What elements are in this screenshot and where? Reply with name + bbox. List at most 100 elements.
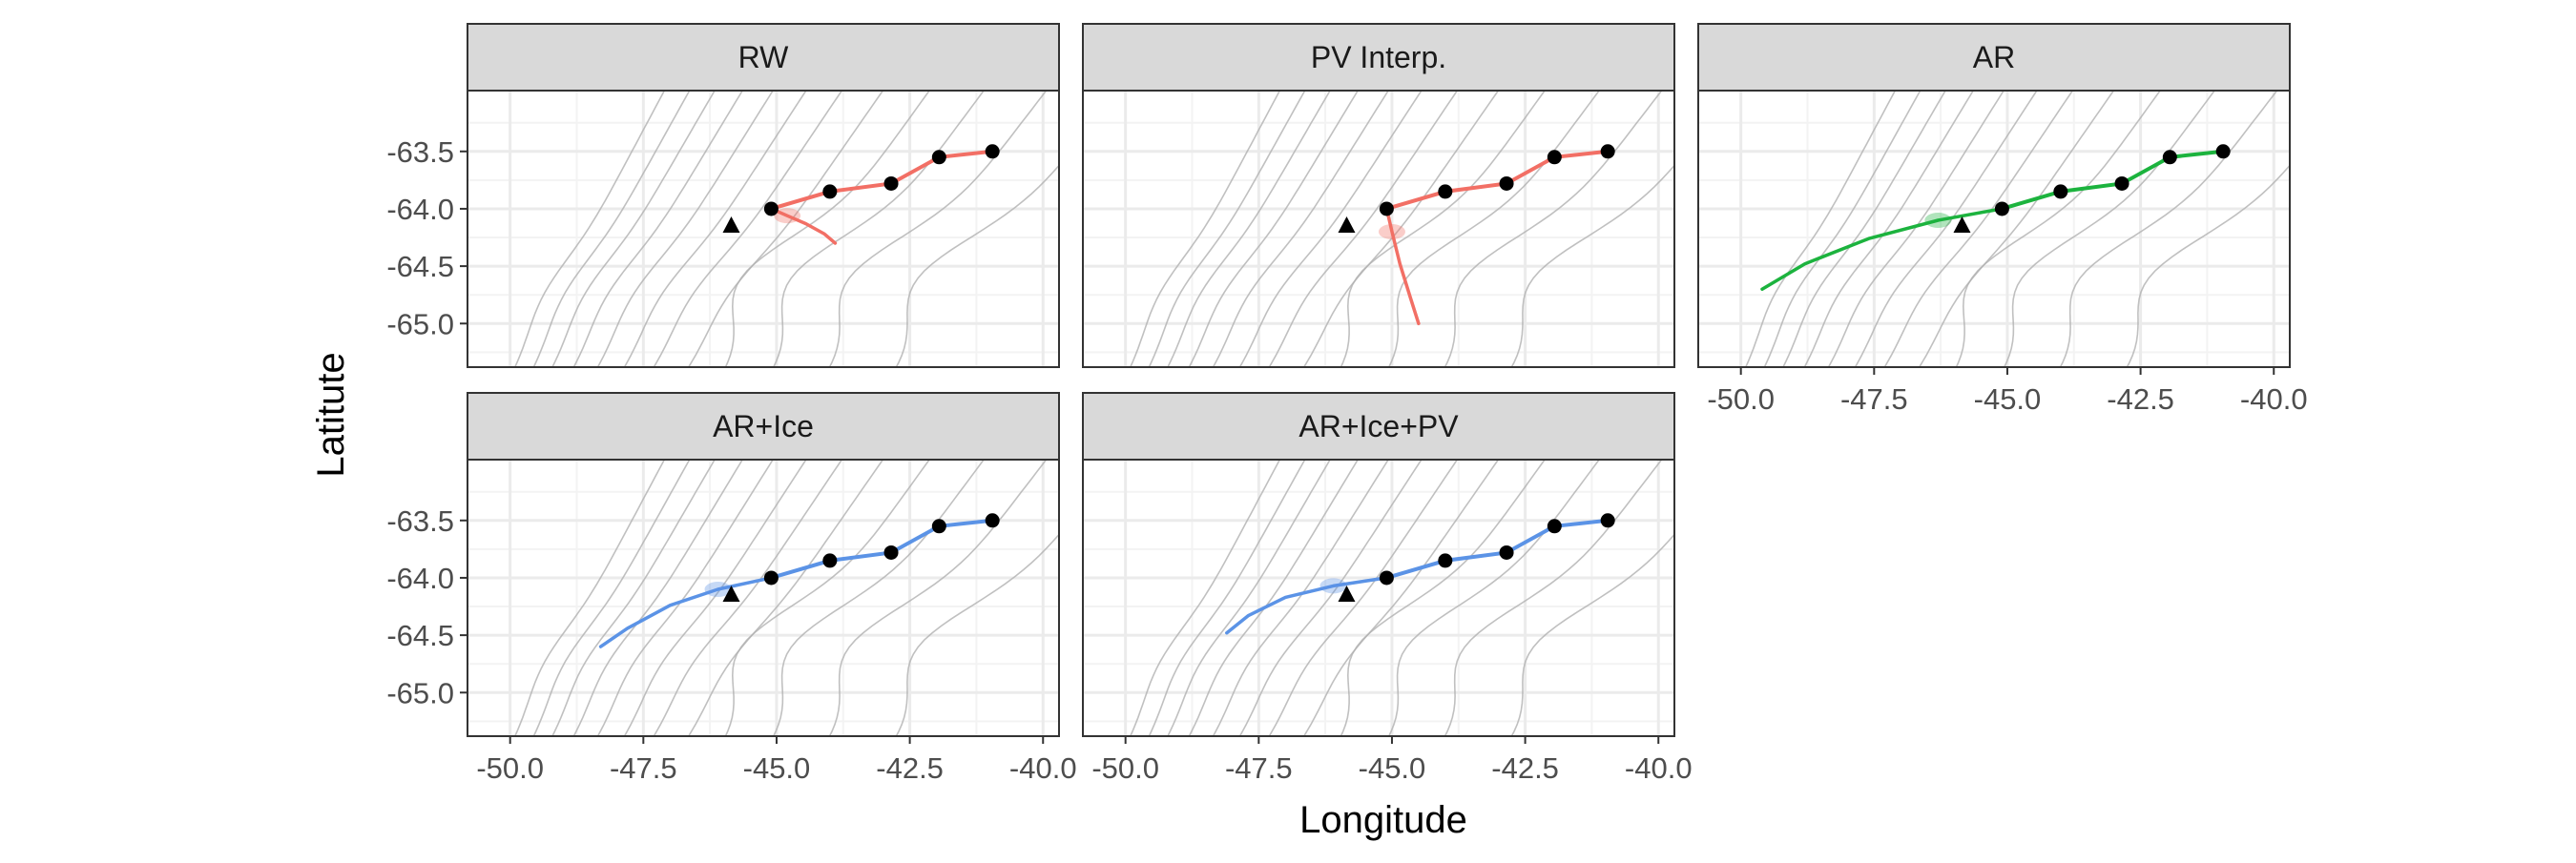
y-tick-label: -64.0 — [386, 193, 454, 226]
x-tick-label: -50.0 — [1707, 382, 1775, 416]
contour-line — [1129, 91, 1281, 367]
contour-line — [1302, 460, 1500, 736]
observed-point — [1438, 553, 1453, 568]
x-tick-label: -50.0 — [476, 751, 544, 785]
x-tick-label: -47.5 — [1225, 751, 1293, 785]
x-tick-label: -45.0 — [1974, 382, 2042, 416]
y-tick-label: -65.0 — [386, 307, 454, 340]
observed-point — [1379, 570, 1394, 586]
observed-point — [931, 150, 946, 165]
x-tick-label: -47.5 — [610, 751, 677, 785]
observed-point — [985, 513, 1000, 528]
contour-line — [1167, 91, 1331, 367]
contour-line — [687, 460, 884, 736]
target-point-triangle — [1953, 216, 1971, 233]
contour-line — [572, 460, 744, 736]
contour-line — [1918, 91, 2115, 367]
panel-background — [467, 91, 1059, 367]
contour-line — [1782, 91, 1946, 367]
contour-line — [687, 91, 884, 367]
observed-point — [1547, 150, 1562, 165]
contour-line — [1744, 91, 1897, 367]
target-point-triangle — [1338, 585, 1356, 602]
contour-line — [1148, 91, 1306, 367]
contour-line — [1302, 91, 1500, 367]
panel-pv-interp: PV Interp. — [1082, 23, 1675, 368]
target-point-triangle — [722, 216, 740, 233]
observed-point — [822, 184, 838, 199]
contour-line — [532, 91, 691, 367]
contour-line — [1188, 91, 1360, 367]
contour-line — [1444, 460, 1663, 736]
panel-border — [1082, 459, 1675, 737]
facet-strip-rw — [467, 23, 1060, 92]
prediction-line-ar-ice — [598, 576, 774, 648]
contour-line — [596, 460, 775, 736]
y-tick-label: -64.5 — [386, 619, 454, 652]
panel-ar-ice: AR+Ice -63.5 -64.0 -64.5 -65.0 -50.0 -47.5 -45.… — [386, 392, 1077, 785]
panel-plot-area — [467, 460, 1059, 736]
panel-plot-area — [1698, 91, 2290, 367]
observed-point — [931, 519, 946, 534]
y-tick-label: -65.0 — [386, 676, 454, 709]
x-tick-label: -45.0 — [1359, 751, 1426, 785]
contour-line — [1883, 91, 2074, 367]
prediction-uncertainty-rw — [774, 208, 801, 224]
target-point-triangle — [1338, 216, 1356, 233]
contour-line — [2059, 91, 2278, 367]
contour-line — [1268, 460, 1459, 736]
x-tick-label: -40.0 — [1625, 751, 1693, 785]
prediction-uncertainty-ar-ice — [704, 581, 732, 597]
contour-line — [1387, 91, 1601, 367]
contour-line — [895, 164, 1059, 367]
x-tick-label: -40.0 — [1009, 751, 1077, 785]
facet-strip-ar — [1697, 23, 2291, 92]
contour-line — [1268, 91, 1459, 367]
facet-strip-label-ar-ice: AR+Ice — [713, 409, 814, 443]
observed-point — [1438, 184, 1453, 199]
x-tick-label: -47.5 — [1840, 382, 1908, 416]
observed-point — [2114, 175, 2129, 191]
x-tick-label: -45.0 — [743, 751, 811, 785]
contour-line — [1510, 533, 1674, 736]
contour-line — [623, 460, 807, 736]
panel-ar-ice-pv: AR+Ice+PV -50.0 -47.5 -45.0 -42.5 -40.0 — [1082, 392, 1693, 785]
panel-plot-area — [1083, 460, 1674, 736]
contour-line — [513, 91, 666, 367]
contour-line — [1763, 91, 1922, 367]
panel-plot-area — [467, 91, 1059, 367]
contour-line — [724, 460, 931, 736]
contour-line — [772, 91, 986, 367]
observed-point — [1600, 513, 1615, 528]
facet-strip-pv-interp — [1082, 23, 1675, 92]
y-axis-title: Latitute — [310, 352, 352, 477]
observed-point — [763, 570, 779, 586]
contour-line — [1238, 460, 1423, 736]
contour-line — [1212, 460, 1390, 736]
contour-line — [1148, 460, 1306, 736]
y-tick-label: -64.5 — [386, 250, 454, 283]
contour-line — [1340, 91, 1547, 367]
facet-strip-label-ar: AR — [1973, 40, 2015, 74]
contour-line — [1854, 91, 2038, 367]
contour-line — [724, 91, 931, 367]
observed-point — [2215, 144, 2231, 159]
y-tick-label: -63.5 — [386, 504, 454, 538]
contour-line — [1238, 91, 1423, 367]
prediction-line-pv-interp — [1384, 207, 1421, 326]
panel-border — [1697, 90, 2291, 368]
prediction-uncertainty-pv-interp — [1378, 224, 1405, 240]
y-tick-label: -63.5 — [386, 135, 454, 169]
contour-line — [1827, 91, 2005, 367]
y-tick-label: -64.0 — [386, 562, 454, 595]
contour-line — [2126, 164, 2290, 367]
contour-line — [1510, 164, 1674, 367]
observed-point — [1499, 545, 1514, 560]
observed-point — [985, 144, 1000, 159]
observed-point — [1499, 175, 1514, 191]
observed-point — [2053, 184, 2068, 199]
observed-point — [883, 175, 899, 191]
prediction-line-rw — [769, 207, 838, 245]
x-axis-title: Longitude — [1299, 799, 1467, 841]
